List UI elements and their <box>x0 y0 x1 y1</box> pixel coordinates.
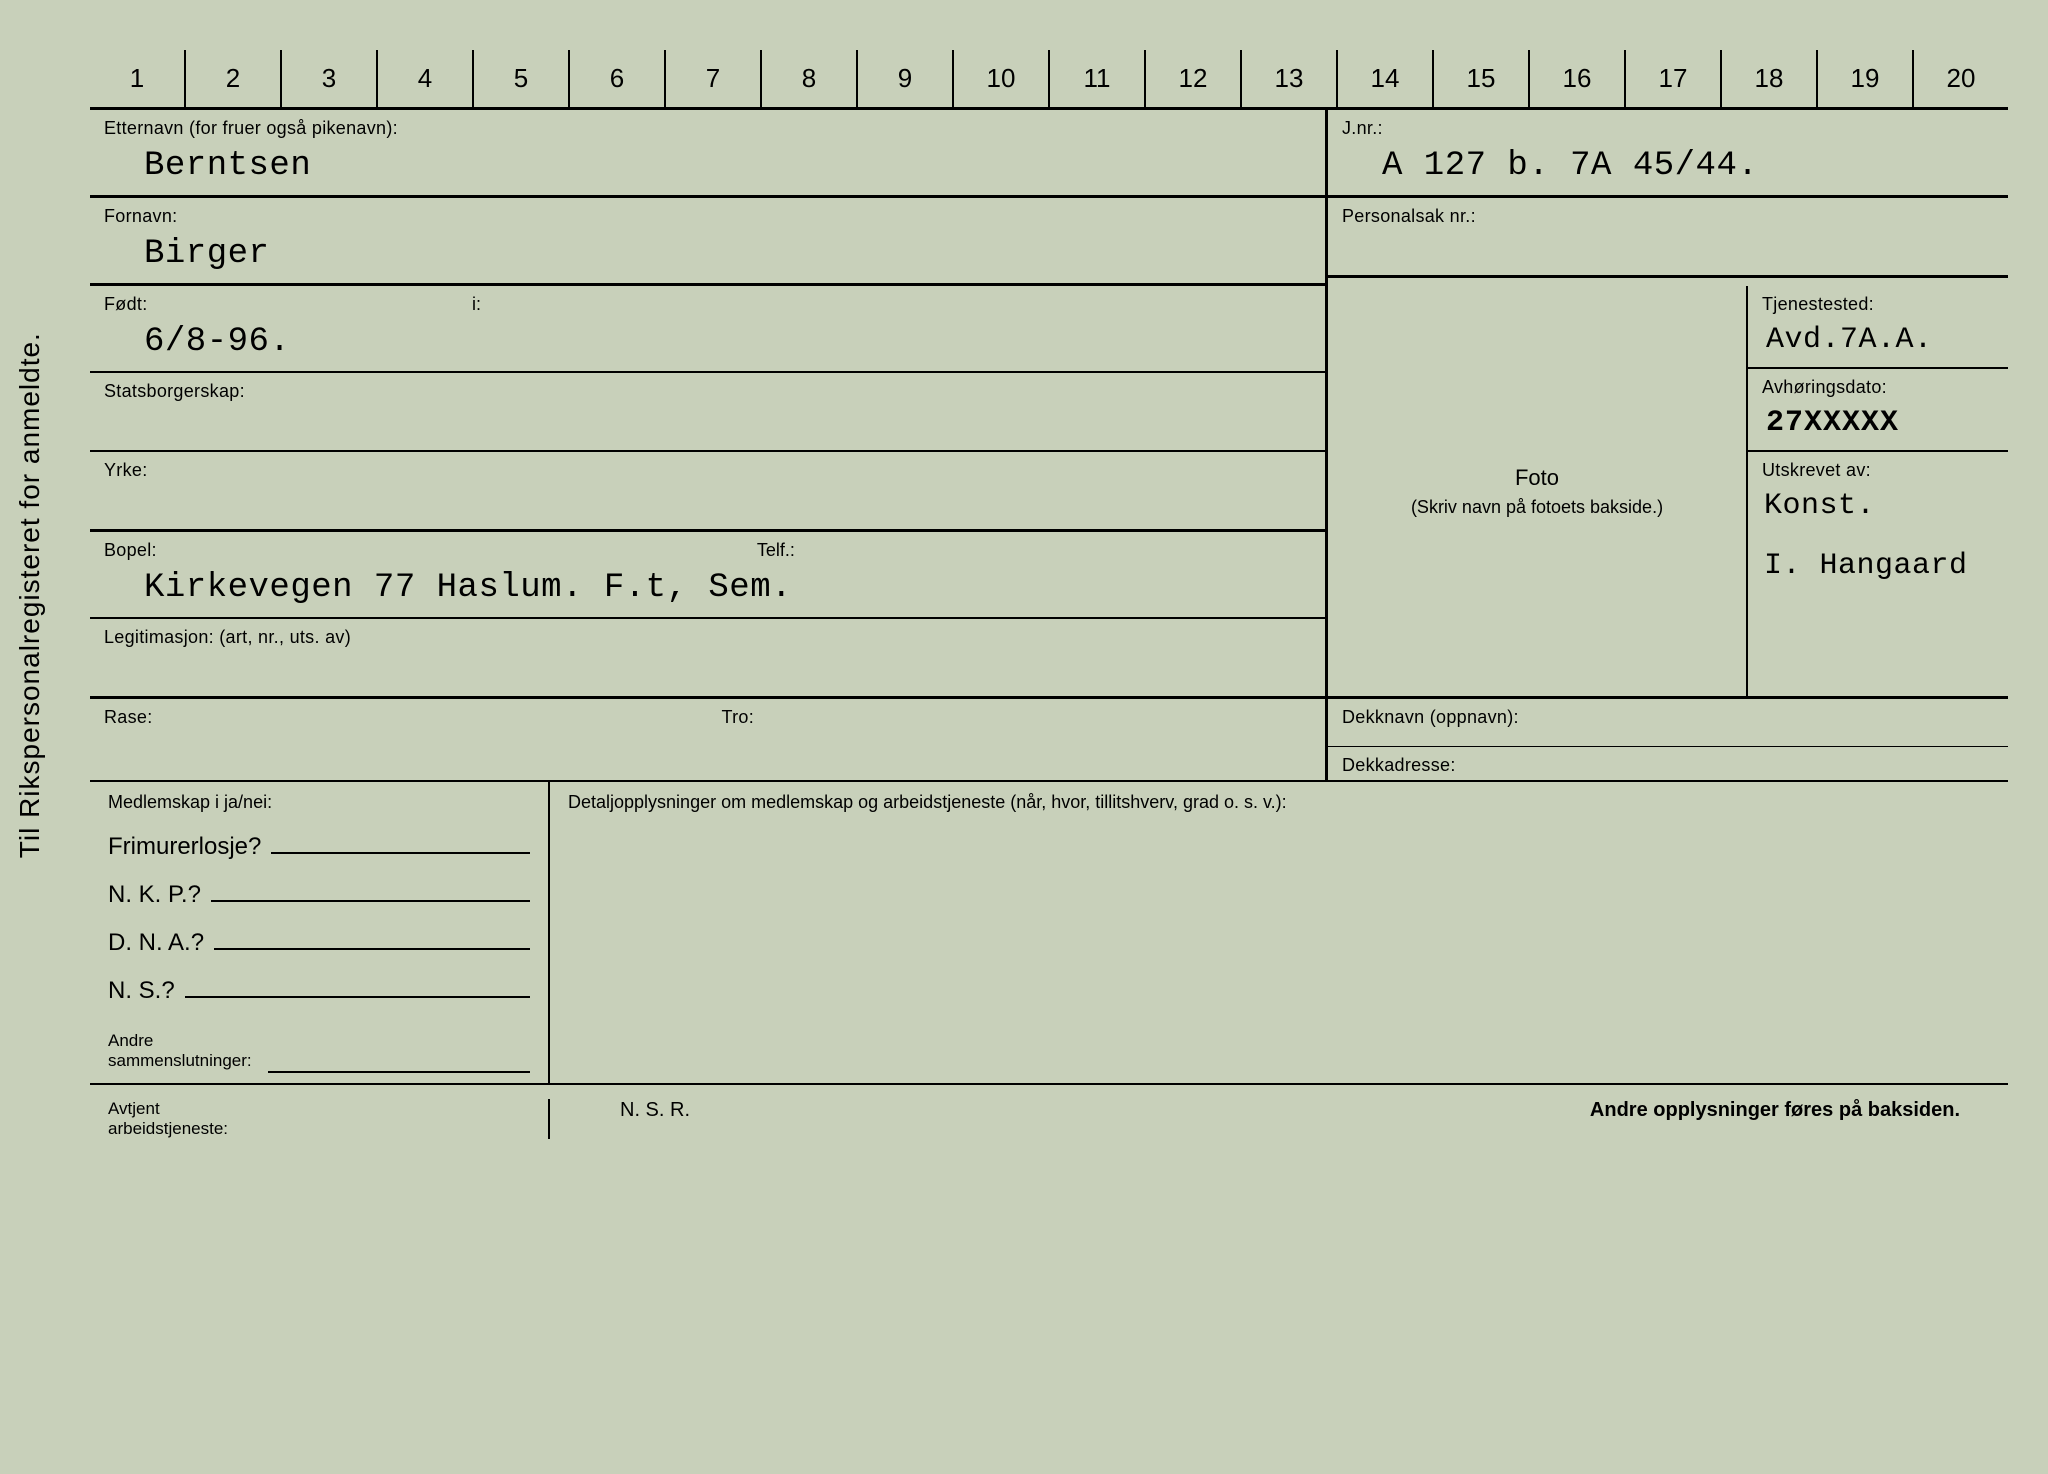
number-ruler: 1 2 3 4 5 6 7 8 9 10 11 12 13 14 15 16 1… <box>90 50 2008 110</box>
nkp-line: N. K. P.? <box>108 881 530 909</box>
tro-label: Tro: <box>722 707 755 727</box>
ruler-cell: 6 <box>570 50 666 107</box>
photo-box: Foto (Skriv navn på fotoets bakside.) <box>1328 286 1748 699</box>
bopel-field: Bopel: Telf.: Kirkevegen 77 Haslum. F.t,… <box>90 532 1325 619</box>
avtjent-label: Avtjent arbeidstjeneste: <box>108 1099 550 1139</box>
ruler-cell: 16 <box>1530 50 1626 107</box>
avhoringsdato-label: Avhøringsdato: <box>1762 377 1994 398</box>
ruler-cell: 7 <box>666 50 762 107</box>
fornavn-value: Birger <box>104 227 1311 279</box>
etternavn-label: Etternavn (for fruer også pikenavn): <box>104 118 1311 139</box>
underline <box>211 882 530 902</box>
utskrevet-value2: I. Hangaard <box>1762 529 1994 589</box>
ruler-cell: 8 <box>762 50 858 107</box>
frimurer-line: Frimurerlosje? <box>108 833 530 861</box>
dekkadresse-field: Dekkadresse: <box>1328 747 2008 780</box>
legitimasjon-value <box>104 648 1311 692</box>
nsr-label: N. S. R. <box>550 1099 1590 1139</box>
dekknavn-field: Dekknavn (oppnavn): <box>1328 699 2008 747</box>
fodt-label: Født: <box>104 294 148 315</box>
ruler-cell: 3 <box>282 50 378 107</box>
statsborgerskap-field: Statsborgerskap: <box>90 373 1325 452</box>
legitimasjon-label: Legitimasjon: (art, nr., uts. av) <box>104 627 1311 648</box>
ns-line: N. S.? <box>108 977 530 1005</box>
etternavn-field: Etternavn (for fruer også pikenavn): Ber… <box>90 110 1325 198</box>
foto-label: Foto <box>1515 465 1559 491</box>
yrke-field: Yrke: <box>90 452 1325 532</box>
telf-label: Telf.: <box>757 540 795 561</box>
ruler-cell: 12 <box>1146 50 1242 107</box>
bopel-value: Kirkevegen 77 Haslum. F.t, Sem. <box>104 561 1311 613</box>
etternavn-value: Berntsen <box>104 139 1311 191</box>
ruler-cell: 13 <box>1242 50 1338 107</box>
ruler-cell: 11 <box>1050 50 1146 107</box>
fodt-i-label: i: <box>472 294 481 315</box>
statsborgerskap-value <box>104 402 1311 446</box>
avhoringsdato-value: 27XXXXX <box>1762 398 1994 446</box>
ruler-cell: 4 <box>378 50 474 107</box>
ruler-cell: 10 <box>954 50 1050 107</box>
ruler-cell: 19 <box>1818 50 1914 107</box>
andre-opplysninger-label: Andre opplysninger føres på baksiden. <box>1590 1099 1990 1139</box>
foto-sublabel: (Skriv navn på fotoets bakside.) <box>1411 497 1663 518</box>
ruler-cell: 14 <box>1338 50 1434 107</box>
ruler-cell: 20 <box>1914 50 2008 107</box>
fornavn-field: Fornavn: Birger <box>90 198 1325 286</box>
personalsak-value <box>1342 227 1994 271</box>
ruler-cell: 5 <box>474 50 570 107</box>
jnr-field: J.nr.: A 127 b. 7A 45/44. <box>1328 110 2008 198</box>
underline <box>214 930 530 950</box>
fodt-field: Født: i: 6/8-96. <box>90 286 1325 373</box>
underline <box>268 1053 530 1073</box>
underline <box>185 978 530 998</box>
statsborgerskap-label: Statsborgerskap: <box>104 381 1311 402</box>
ruler-cell: 2 <box>186 50 282 107</box>
dna-label: D. N. A.? <box>108 929 204 957</box>
avhoringsdato-field: Avhøringsdato: 27XXXXX <box>1748 369 2008 452</box>
yrke-value <box>104 481 1311 525</box>
form-card: 1 2 3 4 5 6 7 8 9 10 11 12 13 14 15 16 1… <box>90 50 2008 1434</box>
fodt-value: 6/8-96. <box>104 315 1311 367</box>
vertical-title: Til Rikspersonalregisteret for anmeldte. <box>14 332 46 858</box>
ruler-cell: 15 <box>1434 50 1530 107</box>
tjenestested-field: Tjenestested: Avd.7A.A. <box>1748 286 2008 369</box>
ruler-cell: 18 <box>1722 50 1818 107</box>
dekknavn-label: Dekknavn (oppnavn): <box>1342 707 1519 727</box>
detalj-label: Detaljopplysninger om medlemskap og arbe… <box>568 792 1990 813</box>
ruler-cell: 17 <box>1626 50 1722 107</box>
ruler-cell: 1 <box>90 50 186 107</box>
tjenestested-label: Tjenestested: <box>1762 294 1994 315</box>
bottom-row: Avtjent arbeidstjeneste: N. S. R. Andre … <box>90 1083 2008 1145</box>
nkp-label: N. K. P.? <box>108 881 201 909</box>
jnr-value: A 127 b. 7A 45/44. <box>1342 139 1994 191</box>
dna-line: D. N. A.? <box>108 929 530 957</box>
personalsak-label: Personalsak nr.: <box>1342 206 1994 227</box>
ruler-cell: 9 <box>858 50 954 107</box>
fornavn-label: Fornavn: <box>104 206 1311 227</box>
membership-right: Detaljopplysninger om medlemskap og arbe… <box>550 782 2008 1083</box>
legitimasjon-field: Legitimasjon: (art, nr., uts. av) <box>90 619 1325 699</box>
utskrevet-field: Utskrevet av: Konst. I. Hangaard <box>1748 452 2008 699</box>
tro-field: Tro: <box>708 699 1326 780</box>
medlemskap-label: Medlemskap i ja/nei: <box>108 792 530 813</box>
utskrevet-label: Utskrevet av: <box>1762 460 1994 481</box>
membership-left: Medlemskap i ja/nei: Frimurerlosje? N. K… <box>90 782 550 1083</box>
dekkadresse-label: Dekkadresse: <box>1342 755 1456 775</box>
frimurer-label: Frimurerlosje? <box>108 833 261 861</box>
bopel-label: Bopel: <box>104 540 1311 561</box>
ns-label: N. S.? <box>108 977 175 1005</box>
jnr-label: J.nr.: <box>1342 118 1994 139</box>
utskrevet-value1: Konst. <box>1762 481 1994 529</box>
underline <box>271 834 530 854</box>
personalsak-field: Personalsak nr.: <box>1328 198 2008 278</box>
rase-label: Rase: <box>104 707 153 727</box>
tjenestested-value: Avd.7A.A. <box>1762 315 1994 363</box>
yrke-label: Yrke: <box>104 460 1311 481</box>
rase-field: Rase: <box>90 699 708 780</box>
